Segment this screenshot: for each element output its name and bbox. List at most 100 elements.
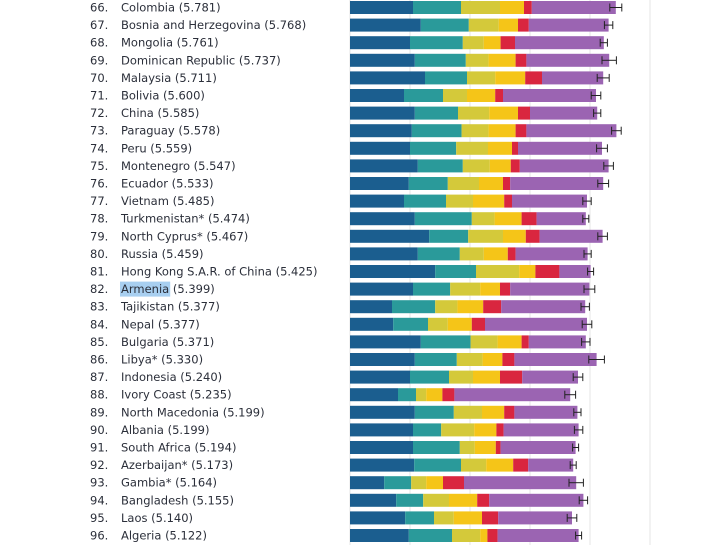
chart-row: 86. Libya* (5.330) — [90, 353, 605, 367]
error-bar — [580, 302, 590, 311]
rank-label: 87. — [90, 370, 108, 384]
chart-row: 87. Indonesia (5.240) — [90, 370, 584, 384]
bar-segment-1 — [350, 247, 418, 261]
bar-segment-1 — [350, 317, 394, 331]
bar-segment-1 — [350, 353, 415, 366]
bar-segment-5 — [503, 177, 511, 190]
country-label: North Macedonia (5.199) — [121, 405, 265, 419]
bar-segment-4 — [473, 370, 500, 384]
bar-segment-6 — [559, 265, 591, 278]
chart-row: 80. Russia (5.459) — [90, 247, 592, 261]
bar-segment-4 — [457, 300, 484, 314]
rank-label: 76. — [90, 177, 108, 191]
country-label: Azerbaijan* (5.173) — [121, 458, 233, 472]
bar-segment-4 — [488, 53, 516, 67]
bar-segment-3 — [450, 282, 481, 296]
country-label: Montenegro (5.547) — [121, 159, 236, 173]
bar-segment-1 — [350, 265, 436, 278]
bar-segment-2 — [435, 265, 476, 278]
bar-segment-5 — [483, 300, 502, 314]
bar-segment-5 — [525, 229, 540, 243]
bar-segment-2 — [425, 71, 467, 85]
bar-segment-6 — [515, 36, 604, 50]
bar-segment-3 — [476, 265, 520, 278]
error-bar — [564, 390, 577, 399]
error-bar — [582, 214, 590, 223]
chart-row: 73. Paraguay (5.578) — [90, 124, 622, 138]
bar-segment-4 — [497, 335, 522, 349]
bar-segment-6 — [528, 335, 586, 349]
bar-segment-5 — [477, 493, 490, 507]
bar-segment-1 — [350, 177, 409, 190]
bar-segment-6 — [510, 282, 590, 296]
bar-segment-2 — [413, 282, 451, 296]
chart-row: 91. South Africa (5.194) — [90, 441, 580, 455]
error-bar — [573, 408, 582, 417]
bar-segment-4 — [495, 71, 526, 85]
error-bar — [583, 249, 592, 258]
error-bar — [573, 425, 584, 434]
bar-segment-1 — [350, 18, 421, 32]
country-label: Gambia* (5.164) — [121, 476, 217, 490]
bar-segment-3 — [462, 36, 484, 50]
bar-segment-2 — [420, 18, 469, 32]
bar-segment-6 — [485, 317, 587, 331]
bar-segment-5 — [495, 89, 503, 102]
rank-label: 75. — [90, 159, 108, 173]
error-bar — [588, 355, 605, 364]
country-label: Albania (5.199) — [121, 423, 210, 437]
bar-segment-6 — [512, 194, 587, 208]
bar-segment-6 — [522, 370, 578, 384]
rank-label: 89. — [90, 405, 108, 419]
rank-label: 93. — [90, 476, 108, 490]
bar-segment-4 — [426, 476, 443, 490]
bar-segment-1 — [350, 36, 410, 50]
bar-segment-6 — [542, 71, 604, 85]
bar-segment-2 — [414, 405, 454, 419]
bar-segment-2 — [411, 124, 462, 138]
bar-segment-5 — [515, 124, 527, 138]
bar-segment-6 — [526, 124, 617, 138]
bar-segment-4 — [500, 1, 524, 14]
rank-label: 88. — [90, 388, 108, 402]
bar-segment-3 — [423, 493, 449, 507]
bar-segment-5 — [535, 265, 560, 278]
country-highlight — [120, 281, 171, 297]
rank-label: 67. — [90, 18, 108, 32]
error-bar — [601, 56, 617, 65]
bar-segment-1 — [350, 476, 385, 490]
chart-row: 81. Hong Kong S.A.R. of China (5.425) — [90, 265, 595, 279]
bar-segment-6 — [539, 229, 603, 243]
bar-segment-4 — [498, 18, 518, 32]
bar-segment-1 — [350, 300, 392, 314]
chart-row: 96. Algeria (5.122) — [90, 529, 583, 543]
country-label: Libya* (5.330) — [121, 353, 203, 367]
bar-segment-2 — [404, 194, 446, 208]
chart-row: 74. Peru (5.559) — [90, 141, 608, 155]
bar-segment-4 — [519, 265, 536, 278]
chart-row: 94. Bangladesh (5.155) — [90, 493, 589, 507]
bar-segment-3 — [456, 353, 483, 366]
bar-segment-2 — [414, 212, 472, 226]
country-label: Indonesia (5.240) — [121, 370, 222, 384]
bar-segment-6 — [503, 89, 596, 102]
rank-label: 86. — [90, 353, 108, 367]
bar-segment-4 — [482, 353, 503, 366]
bar-segment-5 — [471, 317, 485, 331]
country-label: Bangladesh (5.155) — [121, 493, 234, 507]
chart-row: 76. Ecuador (5.533) — [90, 177, 610, 191]
bar-segment-4 — [474, 441, 496, 454]
chart-row: 71. Bolivia (5.600) — [90, 89, 602, 103]
bar-segment-4 — [447, 317, 472, 331]
bar-segment-6 — [531, 1, 616, 14]
rank-label: 74. — [90, 141, 108, 155]
country-label: Dominican Republic (5.737) — [121, 53, 281, 67]
bar-segment-5 — [518, 106, 530, 120]
bar-segment-3 — [443, 89, 467, 102]
country-label: Vietnam (5.485) — [121, 194, 214, 208]
bar-segment-4 — [426, 388, 443, 402]
error-bar — [569, 461, 577, 470]
country-label: Ivory Coast (5.235) — [121, 388, 232, 402]
chart-rows: 66. Colombia (5.781) 67. Bosnia and Herzego… — [90, 1, 623, 543]
bar-segment-6 — [500, 441, 576, 454]
